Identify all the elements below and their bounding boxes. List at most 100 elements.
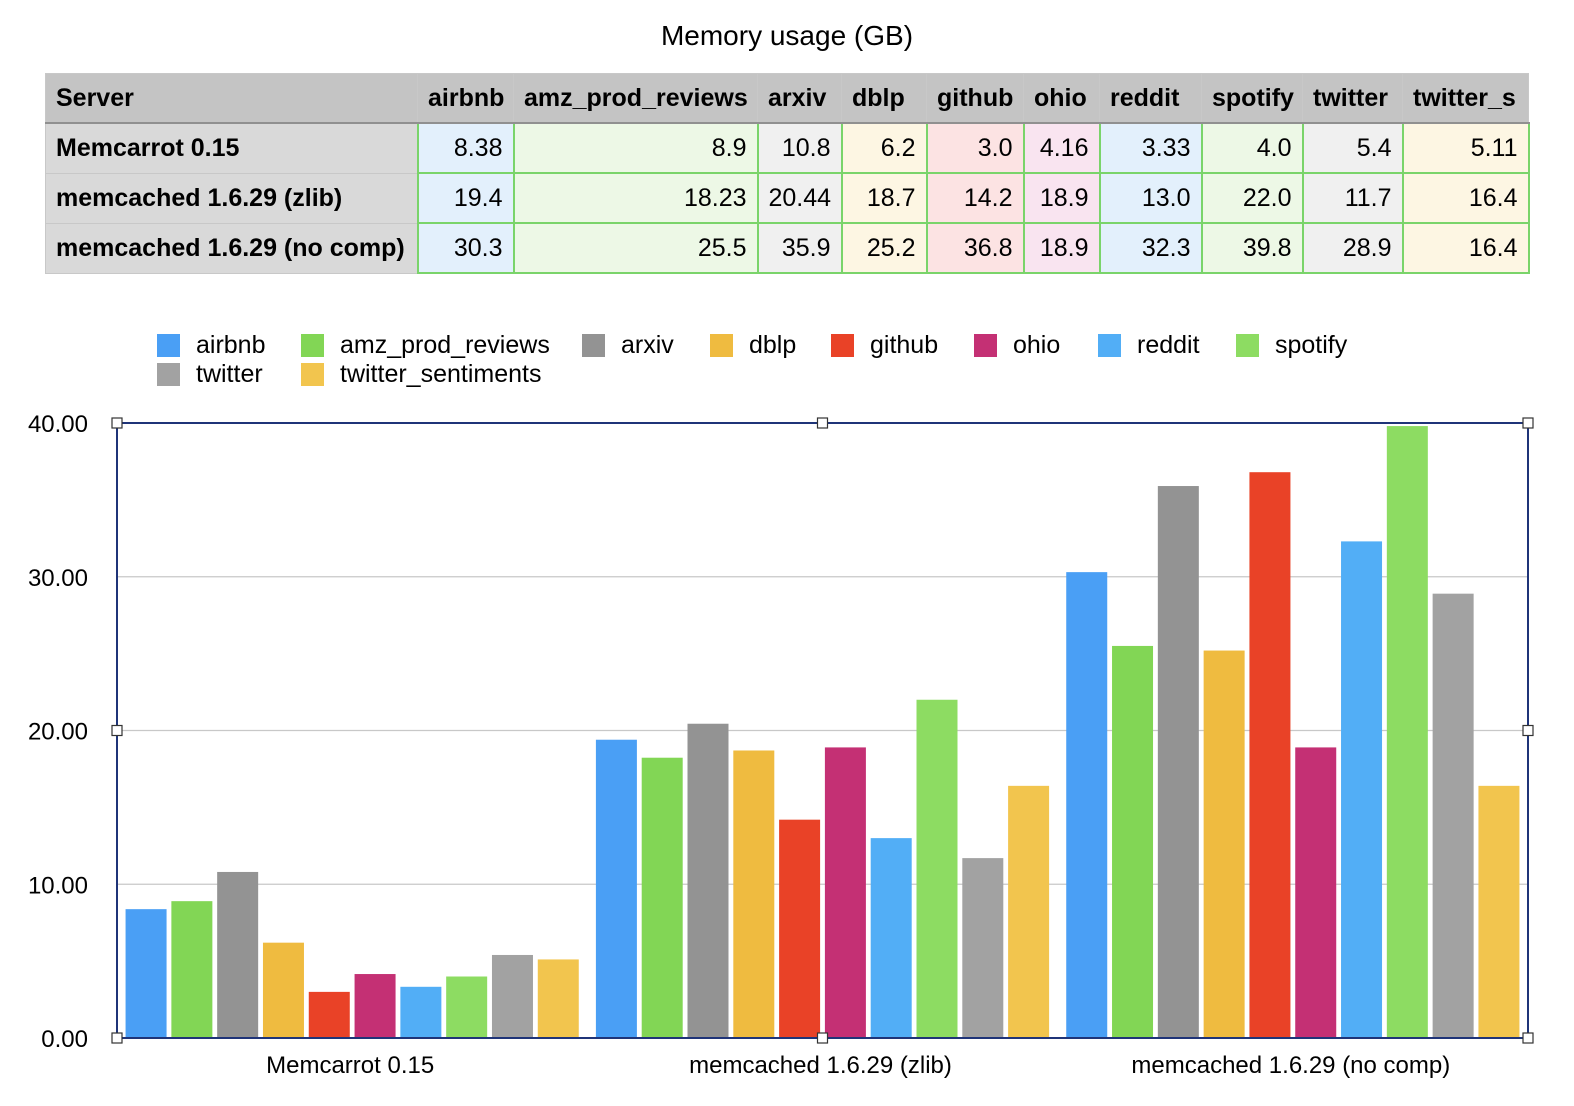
legend-item: reddit: [1098, 330, 1200, 360]
header-arxiv: arxiv: [757, 73, 842, 124]
table-cell: 35.9: [756, 222, 843, 274]
bar: [537, 959, 579, 1038]
table-cell: 5.11: [1401, 122, 1530, 174]
table-cell: 20.44: [756, 172, 843, 224]
legend-item: amz_prod_reviews: [301, 330, 550, 360]
selection-handle: [816, 417, 829, 429]
legend-swatch: [157, 362, 180, 386]
legend-item: airbnb: [157, 330, 266, 360]
bar: [262, 942, 304, 1038]
legend-swatch: [157, 333, 180, 357]
legend-label: reddit: [1137, 330, 1200, 359]
bar: [1295, 747, 1337, 1038]
selection-handle: [1522, 417, 1534, 429]
legend-label: ohio: [1013, 330, 1061, 359]
bar: [308, 991, 350, 1038]
legend-label: github: [870, 330, 939, 359]
x-tick-label: memcached 1.6.29 (no comp): [1131, 1052, 1450, 1079]
table-row: memcached 1.6.29 (zlib) 19.4 18.23 20.44…: [45, 172, 1530, 224]
table-cell: 13.0: [1098, 172, 1203, 224]
bar: [916, 699, 958, 1038]
bar: [1386, 426, 1428, 1038]
legend-swatch: [301, 362, 324, 386]
table-cell: 36.8: [925, 222, 1025, 274]
bar: [354, 974, 396, 1038]
legend-swatch: [710, 333, 733, 357]
header-spotify: spotify: [1201, 73, 1303, 124]
header-airbnb: airbnb: [417, 73, 514, 124]
legend-label: twitter_sentiments: [340, 359, 542, 388]
header-github: github: [926, 73, 1024, 124]
selection-handle: [111, 1032, 123, 1044]
bar: [217, 871, 259, 1038]
table-cell: 8.9: [512, 122, 759, 174]
table-cell: 28.9: [1301, 222, 1404, 274]
table-cell: 4.16: [1022, 122, 1101, 174]
legend-item: arxiv: [582, 330, 674, 360]
legend-swatch: [301, 333, 324, 357]
legend-swatch: [1098, 333, 1121, 357]
table-cell: 8.38: [416, 122, 515, 174]
table-row: Memcarrot 0.15 8.38 8.9 10.8 6.2 3.0 4.1…: [45, 122, 1530, 174]
legend-item: ohio: [974, 330, 1060, 360]
header-server: Server: [45, 73, 418, 124]
row-server-name: memcached 1.6.29 (no comp): [45, 222, 418, 274]
bar: [1203, 650, 1245, 1038]
selection-handle: [1522, 724, 1534, 737]
selection-handle: [816, 1032, 829, 1044]
table-cell: 18.9: [1022, 172, 1101, 224]
table-cell: 4.0: [1200, 122, 1304, 174]
table-cell: 18.9: [1022, 222, 1101, 274]
bar: [1008, 785, 1050, 1038]
legend-swatch: [1236, 333, 1259, 357]
chart-title: Memory usage (GB): [660, 20, 914, 51]
header-twitter: twitter: [1302, 73, 1403, 124]
table-cell: 16.4: [1401, 172, 1530, 224]
table-row: memcached 1.6.29 (no comp) 30.3 25.5 35.…: [45, 222, 1530, 274]
bar: [1112, 645, 1154, 1038]
bar: [1249, 472, 1291, 1038]
legend-item: dblp: [710, 330, 796, 360]
bar: [1478, 785, 1520, 1038]
y-tick-label: 20.00: [28, 719, 88, 746]
selection-handle: [111, 417, 123, 429]
bar: [779, 819, 821, 1038]
header-twitter-s: twitter_s: [1402, 73, 1529, 124]
table-cell: 5.4: [1301, 122, 1404, 174]
table-cell: 22.0: [1200, 172, 1304, 224]
table-cell: 11.7: [1301, 172, 1404, 224]
bar: [962, 858, 1004, 1038]
bar: [1432, 593, 1474, 1038]
bar: [446, 976, 488, 1038]
selection-handle: [111, 724, 123, 737]
legend-label: dblp: [749, 330, 797, 359]
bar: [733, 750, 775, 1038]
table-cell: 14.2: [925, 172, 1025, 224]
y-tick-label: 10.00: [28, 872, 88, 899]
legend-item: github: [831, 330, 938, 360]
legend-swatch: [974, 333, 997, 357]
table-cell: 10.8: [756, 122, 843, 174]
header-reddit: reddit: [1099, 73, 1202, 124]
bar: [687, 723, 729, 1038]
x-tick-label: memcached 1.6.29 (zlib): [689, 1052, 952, 1079]
table-cell: 3.33: [1098, 122, 1203, 174]
legend-item: spotify: [1236, 330, 1347, 360]
bar: [870, 838, 912, 1038]
table-cell: 3.0: [925, 122, 1025, 174]
table-header-row: Server airbnb amz_prod_reviews arxiv dbl…: [45, 73, 1529, 124]
bar: [824, 747, 866, 1038]
data-table: Server airbnb amz_prod_reviews arxiv dbl…: [45, 73, 1530, 274]
legend-label: twitter: [196, 359, 263, 388]
table-cell: 25.5: [512, 222, 759, 274]
table-cell: 39.8: [1200, 222, 1304, 274]
table-cell: 18.7: [840, 172, 928, 224]
legend-swatch: [831, 333, 854, 357]
table-cell: 32.3: [1098, 222, 1203, 274]
table-cell: 19.4: [416, 172, 515, 224]
legend-label: arxiv: [621, 330, 674, 359]
selection-handle: [1522, 1032, 1534, 1044]
table-cell: 18.23: [512, 172, 759, 224]
table-cell: 6.2: [840, 122, 928, 174]
